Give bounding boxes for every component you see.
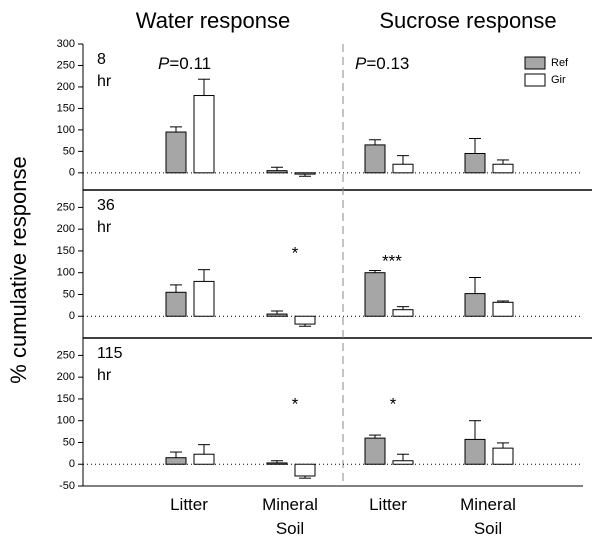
bar — [464, 153, 486, 174]
panel-label: 8 hr — [97, 51, 112, 90]
bar — [193, 280, 215, 317]
bar — [294, 463, 316, 477]
legend-label: Ref — [551, 57, 569, 69]
bar — [364, 144, 386, 174]
y-tick-label: 250 — [57, 59, 75, 71]
annotation: * — [390, 394, 397, 413]
y-tick-label: 50 — [63, 145, 75, 157]
group-title: Water response — [136, 8, 290, 33]
y-axis-label: % cumulative response — [6, 156, 31, 383]
bar — [266, 313, 288, 317]
y-tick-label: 0 — [69, 310, 75, 322]
bar — [193, 453, 215, 465]
bar — [364, 272, 386, 317]
bar — [392, 163, 414, 174]
y-tick-label: 150 — [57, 245, 75, 257]
y-tick-label: 200 — [57, 371, 75, 383]
y-tick-label: 300 — [57, 38, 75, 50]
bar — [266, 170, 288, 174]
y-tick-label: 50 — [63, 288, 75, 300]
y-tick-label: -50 — [59, 480, 75, 492]
panel-label: 36 hr — [97, 197, 115, 236]
y-tick-label: 250 — [57, 349, 75, 361]
bar — [492, 163, 514, 174]
x-tick-label: Mineral Soil — [460, 495, 516, 538]
bar — [392, 309, 414, 317]
x-tick-label: Litter — [369, 495, 407, 514]
annotation: * — [292, 394, 299, 413]
y-tick-label: 150 — [57, 102, 75, 114]
legend-label: Gir — [551, 74, 566, 86]
y-tick-label: 100 — [57, 124, 75, 136]
bar — [165, 131, 187, 174]
annotation: P=0.11 — [158, 54, 211, 73]
y-tick-label: 200 — [57, 81, 75, 93]
legend-swatch — [524, 73, 546, 87]
y-tick-label: 0 — [69, 458, 75, 470]
annotation: * — [292, 243, 299, 262]
y-tick-label: 100 — [57, 415, 75, 427]
bar — [492, 301, 514, 317]
annotation: P=0.13 — [355, 54, 409, 73]
y-tick-label: 100 — [57, 267, 75, 279]
bar — [165, 291, 187, 317]
y-tick-label: 50 — [63, 436, 75, 448]
bar — [165, 457, 187, 465]
x-tick-label: Litter — [170, 495, 208, 514]
x-tick-label: Mineral Soil — [262, 495, 318, 538]
y-tick-label: 150 — [57, 393, 75, 405]
bar — [392, 460, 414, 465]
bar — [492, 447, 514, 465]
bar — [294, 315, 316, 325]
y-tick-label: 250 — [57, 201, 75, 213]
bar — [294, 172, 316, 175]
bar — [464, 293, 486, 317]
bar — [266, 462, 288, 465]
legend-swatch — [524, 56, 546, 70]
panel-label: 115 hr — [97, 345, 123, 384]
bar — [364, 437, 386, 465]
y-tick-label: 200 — [57, 223, 75, 235]
bar — [464, 438, 486, 465]
y-tick-label: 0 — [69, 167, 75, 179]
group-title: Sucrose response — [379, 8, 556, 33]
annotation: *** — [382, 251, 402, 270]
bar — [193, 95, 215, 174]
